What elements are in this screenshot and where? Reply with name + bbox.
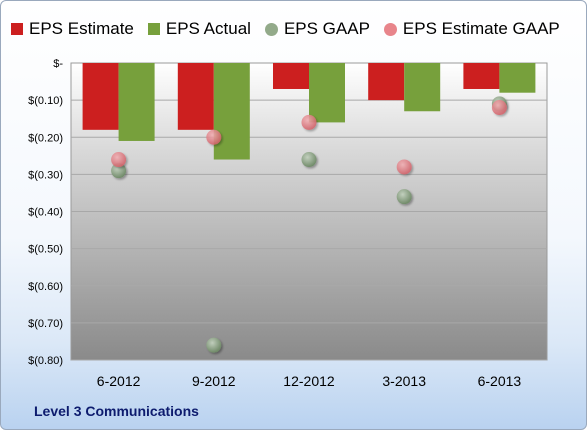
y-tick-label: $(0.30) <box>28 169 63 181</box>
y-tick-label: $(0.60) <box>28 281 63 293</box>
y-tick-label: $(0.10) <box>28 95 63 107</box>
legend-item-eps-estimate: EPS Estimate <box>11 19 134 39</box>
legend: EPS Estimate EPS Actual EPS GAAP EPS Est… <box>11 17 574 41</box>
point-eps-gaap <box>206 337 222 353</box>
legend-item-eps-gaap: EPS GAAP <box>264 19 370 39</box>
y-tick-label: $(0.40) <box>28 207 63 219</box>
legend-label-eps-estimate: EPS Estimate <box>29 19 134 38</box>
y-tick-label: $(0.70) <box>28 318 63 330</box>
bar-eps-actual <box>118 63 155 141</box>
point-eps-gaap <box>301 152 317 168</box>
y-tick-label: $(0.80) <box>28 355 63 367</box>
legend-item-eps-estimate-gaap: EPS Estimate GAAP <box>383 19 560 39</box>
bar-eps-estimate <box>82 63 119 130</box>
y-tick-label: $(0.20) <box>28 132 63 144</box>
point-eps-estimate-gaap <box>396 159 412 175</box>
legend-swatch-eps-gaap <box>264 22 278 36</box>
point-eps-estimate-gaap <box>301 114 317 130</box>
x-tick-label: 6-2012 <box>97 373 141 389</box>
bar-eps-actual <box>404 63 441 112</box>
legend-label-eps-gaap: EPS GAAP <box>283 19 370 38</box>
bar-eps-estimate <box>177 63 214 130</box>
legend-swatch-eps-estimate-gaap <box>383 22 397 36</box>
x-tick-label: 12-2012 <box>283 373 335 389</box>
bar-eps-actual <box>499 63 536 93</box>
legend-label-eps-estimate-gaap: EPS Estimate GAAP <box>402 19 560 38</box>
bar-eps-estimate <box>463 63 500 89</box>
bar-eps-actual <box>309 63 345 123</box>
legend-label-eps-actual: EPS Actual <box>165 19 251 38</box>
x-tick-label: 9-2012 <box>192 373 236 389</box>
y-tick-label: $(0.50) <box>28 244 63 256</box>
bar-eps-estimate <box>368 63 405 101</box>
bar-eps-actual <box>213 63 250 160</box>
company-name: Level 3 Communications <box>34 403 199 419</box>
legend-swatch-eps-estimate <box>11 23 23 35</box>
point-eps-estimate-gaap <box>206 129 222 145</box>
points <box>111 96 507 353</box>
legend-swatch-eps-actual <box>147 23 160 35</box>
point-eps-gaap <box>111 163 127 179</box>
point-eps-gaap <box>396 189 412 205</box>
point-eps-estimate-gaap <box>491 100 507 116</box>
legend-item-eps-actual: EPS Actual <box>147 19 251 39</box>
x-axis-ticks: 6-2012 9-2012 12-2012 3-2013 6-2013 <box>97 373 522 389</box>
x-tick-label: 3-2013 <box>382 373 426 389</box>
y-axis-ticks: $- $(0.10) $(0.20) $(0.30) $(0.40) $(0.50) $(0… <box>28 58 63 367</box>
bars <box>82 63 536 160</box>
y-tick-label: $- <box>53 58 63 70</box>
point-eps-estimate-gaap <box>111 152 127 168</box>
x-tick-label: 6-2013 <box>478 373 522 389</box>
bar-eps-estimate <box>273 63 309 89</box>
